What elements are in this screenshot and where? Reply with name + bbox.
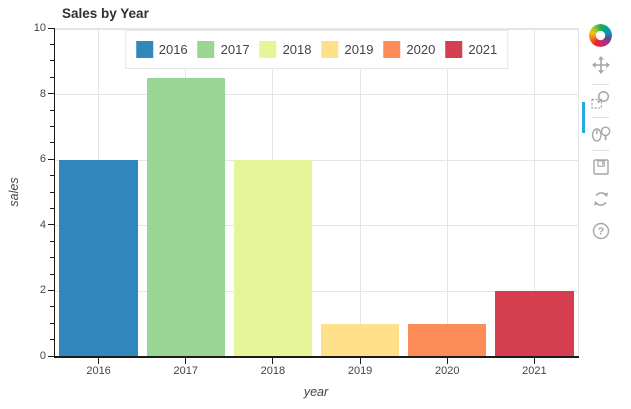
active-tool-indicator [582, 102, 585, 133]
x-axis-line [54, 356, 579, 358]
y-minor-tick [50, 306, 54, 308]
legend-swatch [259, 41, 277, 58]
y-minor-tick [50, 257, 54, 259]
y-major-tick [48, 27, 54, 29]
x-tick-label: 2019 [347, 365, 373, 377]
pan-tool-button[interactable] [582, 52, 614, 133]
y-minor-tick [50, 339, 54, 341]
wheel-zoom-tool-button[interactable] [588, 120, 614, 146]
box-zoom-tool-button[interactable] [588, 87, 614, 113]
x-major-tick [98, 358, 100, 364]
y-major-tick [48, 355, 54, 357]
legend-swatch [445, 41, 463, 58]
y-gridline [55, 225, 578, 227]
bar-2018 [233, 160, 313, 357]
x-gridline [533, 29, 535, 357]
legend-swatch [135, 41, 153, 58]
legend-label: 2021 [468, 42, 498, 57]
legend-label: 2020 [406, 42, 436, 57]
x-axis-label: year [303, 385, 329, 399]
x-tick-label: 2021 [522, 365, 547, 377]
svg-text:?: ? [598, 226, 604, 238]
legend-swatch [197, 41, 215, 58]
box-zoom-icon [590, 89, 612, 111]
legend-entry: 2017 [197, 41, 250, 58]
y-axis-label: sales [7, 177, 21, 207]
y-minor-tick [50, 207, 54, 209]
y-minor-tick [50, 142, 54, 144]
y-minor-tick [50, 175, 54, 177]
y-minor-tick [50, 109, 54, 111]
y-minor-tick [50, 191, 54, 193]
legend-swatch [383, 41, 401, 58]
x-major-tick [533, 358, 535, 364]
y-gridline [55, 290, 578, 292]
y-tick-label: 4 [39, 218, 46, 231]
chart-title: Sales by Year [62, 6, 149, 21]
legend-entry: 2021 [445, 41, 497, 58]
bar-2019 [320, 324, 400, 357]
legend-label: 2018 [282, 42, 312, 57]
wheel-zoom-icon [590, 122, 612, 144]
y-minor-tick [50, 43, 54, 45]
x-tick-label: 2017 [173, 365, 198, 377]
x-major-tick [446, 358, 448, 364]
move-icon [591, 55, 611, 75]
bokeh-logo[interactable] [589, 24, 612, 47]
save-tool-button[interactable] [588, 154, 614, 180]
y-gridline [55, 159, 578, 161]
y-axis-line [54, 28, 55, 358]
y-tick-label: 6 [39, 153, 46, 166]
toolbar-divider [592, 150, 609, 151]
toolbar-divider [592, 84, 609, 85]
legend: 2016 2017 2018 2019 2020 2021 [124, 30, 509, 69]
legend-entry: 2016 [135, 41, 188, 58]
y-major-tick [48, 93, 54, 95]
reset-icon [591, 189, 611, 209]
x-major-tick [185, 358, 187, 364]
y-major-tick [48, 158, 54, 160]
bar-2021 [495, 291, 574, 357]
x-tick-label: 2020 [435, 365, 460, 377]
y-tick-label: 2 [39, 284, 46, 297]
y-minor-tick [50, 125, 54, 127]
plot-area[interactable]: 2016 2017 2018 2019 2020 2021 [55, 28, 579, 357]
legend-label: 2016 [158, 42, 188, 57]
y-minor-tick [50, 76, 54, 78]
x-gridline [359, 29, 361, 357]
bar-2017 [146, 78, 225, 357]
legend-entry: 2018 [259, 41, 312, 58]
legend-label: 2019 [344, 42, 374, 57]
y-tick-label: 10 [33, 22, 46, 34]
x-tick-label: 2016 [86, 365, 111, 377]
y-tick-label: 8 [39, 87, 46, 100]
y-minor-tick [50, 240, 54, 242]
y-major-tick [48, 224, 54, 226]
x-major-tick [359, 358, 361, 364]
legend-label: 2017 [220, 42, 250, 57]
bokeh-toolbar: ? [582, 0, 623, 409]
y-gridline [55, 28, 578, 30]
y-minor-tick [50, 322, 54, 324]
y-minor-tick [50, 273, 54, 275]
x-major-tick [272, 358, 274, 364]
reset-tool-button[interactable] [588, 186, 614, 212]
y-minor-tick [50, 60, 54, 62]
y-tick-label: 0 [39, 350, 46, 362]
bar-2020 [408, 324, 487, 357]
help-icon: ? [591, 221, 611, 241]
legend-entry: 2020 [383, 41, 435, 58]
legend-swatch [321, 41, 339, 58]
bar-2016 [59, 160, 138, 357]
toolbar-divider [592, 117, 609, 118]
save-icon [591, 157, 611, 177]
help-tool-button[interactable]: ? [588, 218, 614, 244]
y-major-tick [48, 289, 54, 291]
y-gridline [55, 94, 578, 96]
x-gridline [446, 29, 448, 357]
legend-entry: 2019 [321, 41, 374, 58]
x-tick-label: 2018 [260, 365, 286, 377]
